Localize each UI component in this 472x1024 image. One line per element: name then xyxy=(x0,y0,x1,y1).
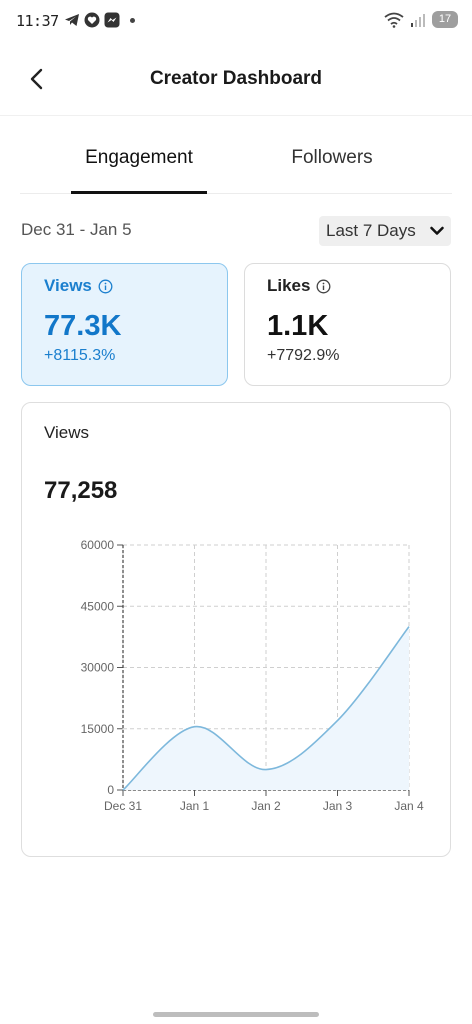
back-arrow-icon xyxy=(30,68,43,90)
status-bar: 11:37 17 xyxy=(0,0,472,44)
wifi-icon xyxy=(384,12,404,28)
tab-bar: Engagement Followers xyxy=(20,130,452,194)
system-status: 17 xyxy=(384,11,458,28)
info-icon[interactable] xyxy=(98,279,113,294)
views-label: Views xyxy=(44,276,92,295)
views-value: 77.3K xyxy=(44,310,122,342)
y-tick-label: 0 xyxy=(107,783,114,797)
telegram-icon xyxy=(65,14,79,26)
series-area xyxy=(123,626,409,790)
series-line xyxy=(122,626,410,791)
views-area-chart: 0 15000 30000 45000 60000 Dec 31 Jan 1 Jan 2 Jan… xyxy=(81,538,424,813)
likes-label: Likes xyxy=(267,276,311,295)
y-tick-label: 30000 xyxy=(81,661,115,675)
x-tick-label: Jan 3 xyxy=(323,799,353,813)
page-title: Creator Dashboard xyxy=(149,68,323,89)
active-tab-indicator xyxy=(71,191,207,194)
period-selected-value: Last 7 Days xyxy=(326,221,416,240)
views-chart-card: Views 77,258 0 15000 30000 45000 60000 Dec 31… xyxy=(21,402,451,857)
chart-total: 77,258 xyxy=(44,477,118,504)
tab-followers[interactable]: Followers xyxy=(291,147,373,168)
heart-app-icon xyxy=(84,12,100,28)
messenger-icon xyxy=(104,12,120,28)
home-indicator[interactable] xyxy=(153,1012,319,1017)
x-tick-label: Dec 31 xyxy=(104,799,142,813)
tab-engagement[interactable]: Engagement xyxy=(85,147,193,168)
views-metric-card[interactable]: Views 77.3K +8115.3% xyxy=(21,263,228,386)
battery-indicator: 17 xyxy=(432,11,458,28)
y-tick-label: 15000 xyxy=(81,722,115,736)
chart-heading: Views xyxy=(44,423,90,442)
likes-value: 1.1K xyxy=(267,310,329,342)
x-tick-label: Jan 4 xyxy=(394,799,424,813)
views-label-row: Views xyxy=(44,276,205,296)
app-header: Creator Dashboard xyxy=(0,44,472,116)
notification-icons xyxy=(64,12,135,28)
y-tick-label: 60000 xyxy=(81,538,115,552)
back-button[interactable] xyxy=(22,64,52,94)
period-dropdown[interactable]: Last 7 Days xyxy=(319,216,451,246)
more-notifications-dot xyxy=(130,17,135,23)
chevron-down-icon xyxy=(430,226,444,235)
date-range-label: Dec 31 - Jan 5 xyxy=(21,220,132,239)
status-time: 11:37 xyxy=(16,12,59,30)
likes-metric-card[interactable]: Likes 1.1K +7792.9% xyxy=(244,263,451,386)
likes-change: +7792.9% xyxy=(267,347,340,364)
views-change: +8115.3% xyxy=(44,347,116,364)
info-icon[interactable] xyxy=(316,279,331,294)
x-tick-label: Jan 2 xyxy=(251,799,281,813)
likes-label-row: Likes xyxy=(267,276,428,296)
y-tick-label: 45000 xyxy=(81,599,115,613)
signal-icon xyxy=(411,13,425,27)
x-tick-label: Jan 1 xyxy=(180,799,210,813)
